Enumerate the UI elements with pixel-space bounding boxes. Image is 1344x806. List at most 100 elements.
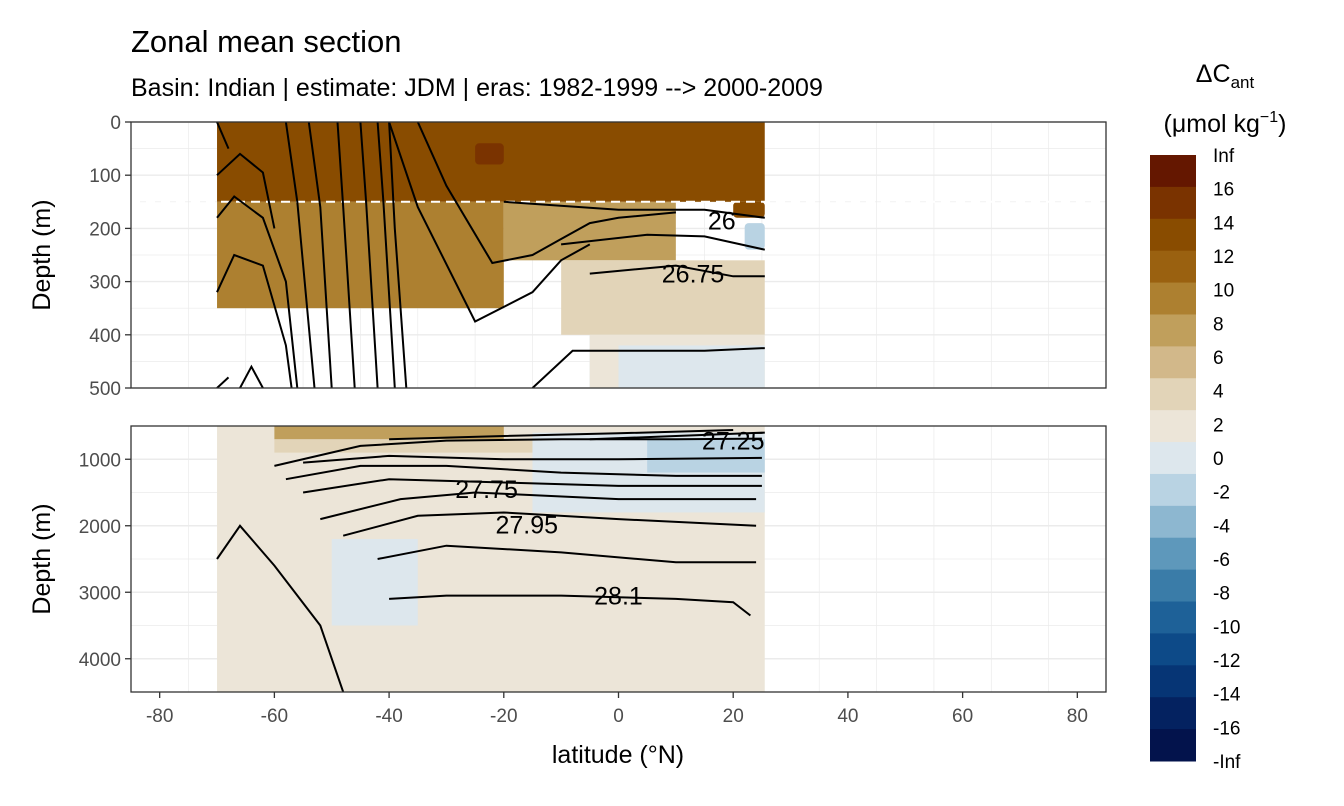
x-axis-label: latitude (°N)	[552, 741, 684, 769]
isopycnal-contour	[589, 264, 765, 278]
isopycnal-contour	[216, 122, 230, 149]
isopycnal-contour	[216, 524, 345, 692]
colorbar-swatch	[1150, 378, 1196, 411]
isopycnal-contour	[503, 200, 765, 219]
field-region	[618, 345, 765, 388]
legend-units: (μmol kg−1)	[1164, 109, 1287, 138]
contour-label: 26.75	[662, 261, 725, 289]
colorbar-swatch	[1150, 569, 1196, 603]
isopycnal-contour	[589, 431, 765, 441]
isopycnal-contour	[336, 122, 356, 388]
isopycnal-contour	[216, 195, 299, 388]
colorbar-swatch	[1150, 505, 1196, 539]
field-region	[647, 439, 765, 473]
colorbar-swatch	[1150, 218, 1196, 252]
legend-title: ΔCant	[1196, 60, 1255, 92]
panel-deep-ocean: 27.25 27.75 27.95 28.1 1000 2000 3000 4000 Depth…	[28, 425, 1107, 693]
colorbar-label: 2	[1213, 415, 1224, 436]
panel-upper-ocean: 26 26.75 0 100 200 300 400 500 Depth (m)	[28, 113, 1107, 400]
colorbar-label: -12	[1213, 651, 1240, 672]
colorbar-label: 14	[1213, 213, 1235, 234]
y-tick-label: 2000	[79, 517, 121, 538]
isopycnal-contour	[216, 152, 276, 229]
y-axis-label: Depth (m)	[28, 503, 56, 614]
field-region	[503, 201, 676, 261]
colorbar-swatch	[1150, 250, 1196, 284]
colorbar-label: 6	[1213, 348, 1224, 369]
field-region	[217, 201, 504, 309]
colorbar-swatch	[1150, 473, 1196, 507]
colorbar-label: Inf	[1213, 146, 1235, 167]
colorbar-label: 10	[1213, 281, 1234, 302]
x-tick-label: 0	[613, 706, 624, 727]
y-tick-label: 3000	[79, 583, 121, 604]
colorbar-swatch	[1150, 537, 1196, 571]
isopycnal-contour	[216, 253, 293, 388]
contour-label: 26	[708, 207, 736, 235]
isopycnal-contour	[342, 511, 757, 537]
colorbar-swatch	[1150, 729, 1196, 762]
y-tick-label: 0	[110, 113, 121, 134]
colorbar-label: 4	[1213, 382, 1224, 403]
field-regions	[217, 426, 765, 692]
y-tick-label: 500	[89, 379, 121, 400]
isopycnal-contour	[216, 376, 230, 388]
isopycnal-contour	[284, 122, 316, 388]
chart-title: Zonal mean section	[131, 24, 402, 59]
x-tick-label: -80	[146, 706, 173, 727]
isopycnal-contour	[307, 122, 333, 388]
isopycnal-contour	[302, 478, 762, 494]
field-region	[274, 426, 504, 440]
colorbar-legend: ΔCant (μmol kg−1) Inf 16 14 12 10 8 6 4 2 0 -2 -4 -6 -8…	[1150, 60, 1286, 773]
isopycnal-contour	[377, 544, 757, 564]
colorbar-swatch	[1150, 410, 1196, 443]
colorbar-swatch	[1150, 442, 1196, 475]
colorbar-swatch	[1150, 155, 1196, 188]
colorbar-swatch	[1150, 601, 1196, 634]
contour-label: 27.95	[495, 511, 558, 539]
isopycnal-contour	[531, 347, 765, 388]
field-region	[274, 439, 562, 453]
contour-label: 27.75	[455, 476, 518, 504]
density-contours	[216, 122, 766, 388]
isopycnal-contour	[388, 122, 408, 388]
isopycnal-contour	[389, 429, 734, 441]
panel-border	[130, 121, 1107, 389]
colorbar-swatch	[1150, 346, 1196, 379]
density-contours	[216, 429, 765, 692]
isopycnal-contour	[376, 122, 396, 388]
y-tick-label: 100	[89, 166, 121, 187]
isopycnal-contour	[388, 122, 591, 323]
isopycnal-contour	[389, 594, 752, 617]
chart-subtitle: Basin: Indian | estimate: JDM | eras: 19…	[131, 74, 823, 102]
colorbar-label: 12	[1213, 247, 1234, 268]
field-region	[475, 143, 504, 165]
field-region	[331, 539, 418, 626]
isopycnal-contour	[239, 364, 264, 388]
y-tick-label: 1000	[79, 450, 121, 471]
colorbar-label: -16	[1213, 718, 1240, 739]
axes: -80 -60 -40 -20 0 20 40 60 80	[146, 692, 1088, 727]
y-tick-label: 4000	[79, 650, 121, 671]
isopycnal-contour	[285, 464, 762, 481]
isopycnal-contour	[303, 454, 762, 464]
isopycnal-contour	[560, 233, 766, 251]
x-tick-label: -60	[261, 706, 288, 727]
contour-label: 28.1	[594, 583, 643, 611]
colorbar-label: -10	[1213, 617, 1240, 638]
colorbar-label: 16	[1213, 180, 1234, 201]
field-regions	[217, 122, 765, 388]
colorbar-label: -6	[1213, 550, 1230, 571]
isopycnal-contour	[320, 491, 757, 521]
isopycnal-contour	[359, 122, 379, 388]
x-tick-label: -40	[375, 706, 402, 727]
colorbar-swatch	[1150, 633, 1196, 666]
y-tick-label: 400	[89, 326, 121, 347]
field-region	[744, 223, 765, 250]
colorbar-label: -4	[1213, 516, 1230, 537]
colorbar-swatch	[1150, 282, 1196, 315]
contour-label: 27.25	[702, 428, 765, 456]
x-tick-label: 20	[723, 706, 744, 727]
x-tick-label: -20	[490, 706, 517, 727]
x-tick-label: 80	[1067, 706, 1088, 727]
